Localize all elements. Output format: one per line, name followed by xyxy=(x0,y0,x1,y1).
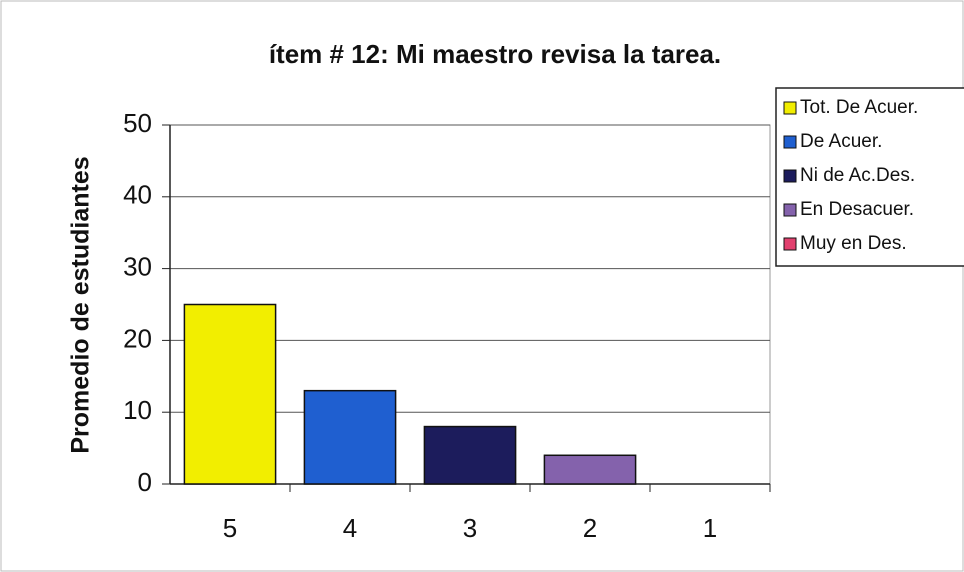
y-tick-label: 0 xyxy=(138,467,152,497)
legend-swatch xyxy=(783,101,797,115)
y-tick-label: 10 xyxy=(123,395,152,425)
y-tick-label: 20 xyxy=(123,323,152,353)
bar xyxy=(183,303,277,485)
bar xyxy=(303,389,397,485)
legend-swatch xyxy=(783,169,797,183)
x-tick-label: 5 xyxy=(223,513,237,543)
y-tick-label: 30 xyxy=(123,251,152,281)
legend-label: Tot. De Acuer. xyxy=(800,97,918,118)
y-tick-label: 50 xyxy=(123,108,152,138)
chart-title: ítem # 12: Mi maestro revisa la tarea. xyxy=(269,39,721,69)
y-tick-label: 40 xyxy=(123,180,152,210)
x-tick-label: 3 xyxy=(463,513,477,543)
legend-label: De Acuer. xyxy=(800,131,882,152)
x-tick-label: 2 xyxy=(583,513,597,543)
legend-label: En Desacuer. xyxy=(800,199,914,220)
bar xyxy=(423,425,517,485)
x-tick-label: 4 xyxy=(343,513,357,543)
legend-label: Ni de Ac.Des. xyxy=(800,165,915,186)
legend-label: Muy en Des. xyxy=(800,233,907,254)
legend-swatch xyxy=(783,135,797,149)
bar xyxy=(543,454,637,485)
legend-swatch xyxy=(783,203,797,217)
y-axis-label: Promedio de estudiantes xyxy=(67,156,95,453)
legend-swatch xyxy=(783,237,797,251)
legend-box xyxy=(775,87,964,267)
x-tick-label: 1 xyxy=(703,513,717,543)
